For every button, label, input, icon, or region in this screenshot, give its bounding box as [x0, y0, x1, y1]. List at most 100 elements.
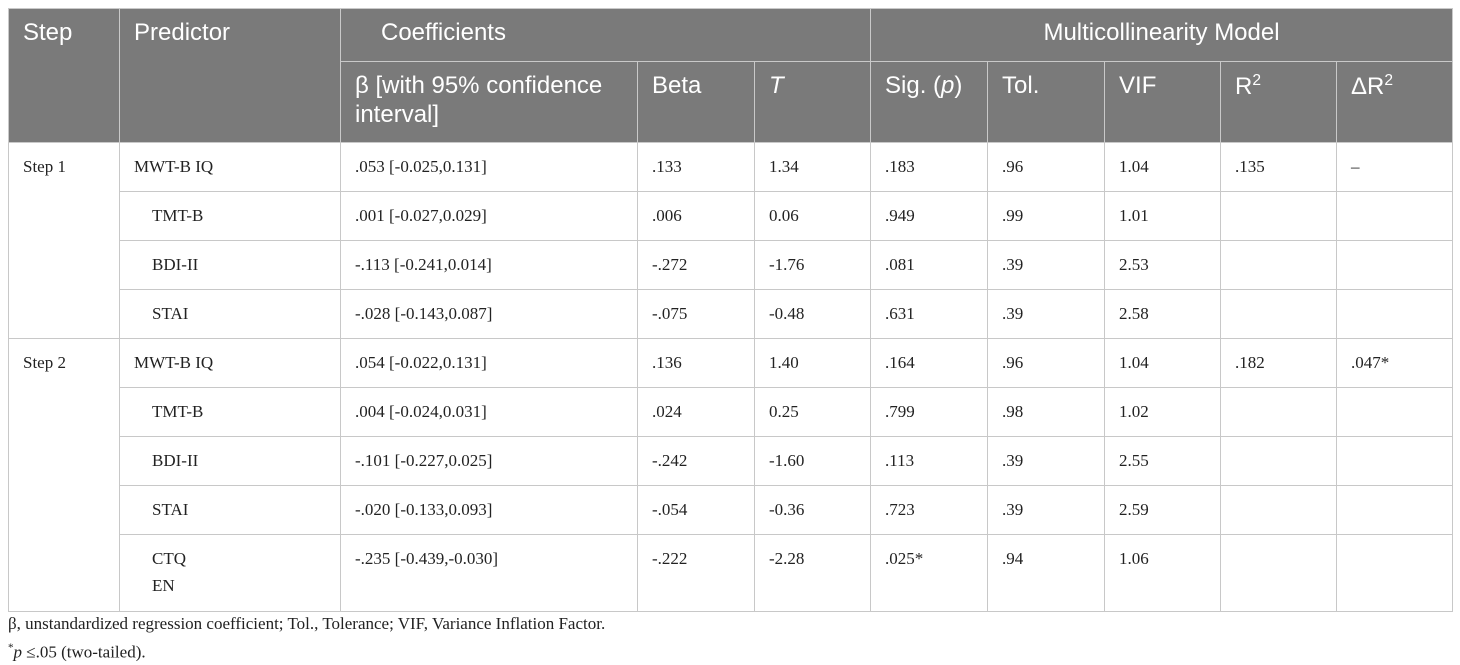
beta-cell: .136: [637, 338, 755, 388]
header-predictor: Predictor: [119, 8, 341, 143]
vif-cell: 2.53: [1104, 240, 1222, 290]
tol-cell: .39: [987, 436, 1106, 486]
p-cell: .113: [870, 436, 989, 486]
t-cell: 0.06: [753, 191, 872, 241]
t-cell: 0.25: [753, 387, 872, 437]
header-vif: VIF: [1104, 61, 1222, 143]
table-row: Step 2 MWT-B IQ .054 [-0.022,0.131] .136…: [8, 338, 1454, 612]
header-t: T: [753, 61, 872, 143]
header-r2: R2: [1220, 61, 1338, 143]
b-ci-cell: -.020 [-0.133,0.093]: [340, 485, 638, 535]
b-ci-cell: -.235 [-0.439,-0.030]: [340, 534, 638, 612]
delta-r2-cell: [1336, 436, 1454, 486]
vif-cell: 1.02: [1104, 387, 1222, 437]
t-cell: 1.40: [753, 338, 872, 388]
b-ci-cell: -.113 [-0.241,0.014]: [340, 240, 638, 290]
r2-cell: .182: [1220, 338, 1338, 388]
header-sig: Sig. (p): [870, 61, 989, 143]
table-row: BDI-II -.113 [-0.241,0.014] -.272 -1.76 …: [9, 240, 1454, 290]
r2-cell: [1220, 534, 1338, 612]
b-ci-cell: -.028 [-0.143,0.087]: [340, 289, 638, 339]
beta-cell: -.242: [637, 436, 755, 486]
t-cell: 1.34: [753, 142, 872, 192]
predictor-cell: STAI: [119, 485, 341, 535]
delta-r2-cell: [1336, 289, 1454, 339]
step-label: Step 1: [8, 142, 120, 339]
predictor-cell: STAI: [119, 289, 341, 339]
b-ci-cell: .004 [-0.024,0.031]: [340, 387, 638, 437]
r2-cell: [1220, 485, 1338, 535]
header-row-sub: β [with 95% confidence interval] Beta T …: [9, 61, 1454, 143]
table-row: STAI -.028 [-0.143,0.087] -.075 -0.48 .6…: [9, 289, 1454, 339]
tol-cell: .39: [987, 289, 1106, 339]
r2-cell: [1220, 191, 1338, 241]
predictor-cell: BDI-II: [119, 436, 341, 486]
beta-cell: -.075: [637, 289, 755, 339]
table-row: CTQ EN -.235 [-0.439,-0.030] -.222 -2.28…: [9, 534, 1454, 612]
delta-r2-cell: [1336, 534, 1454, 612]
vif-cell: 2.58: [1104, 289, 1222, 339]
predictor-cell: TMT-B: [119, 387, 341, 437]
tol-cell: .94: [987, 534, 1106, 612]
predictor-cell: MWT-B IQ: [119, 338, 341, 388]
r2-cell: [1220, 240, 1338, 290]
predictor-cell: CTQ EN: [119, 534, 341, 612]
delta-r2-cell: –: [1336, 142, 1454, 192]
r2-cell: [1220, 387, 1338, 437]
b-ci-cell: .001 [-0.027,0.029]: [340, 191, 638, 241]
header-multicollinearity-model: Multicollinearity Model: [870, 8, 1454, 62]
r2-cell: [1220, 436, 1338, 486]
header-beta-ci: β [with 95% confidence interval]: [340, 61, 638, 143]
table-row: BDI-II -.101 [-0.227,0.025] -.242 -1.60 …: [9, 436, 1454, 486]
delta-r2-cell: .047*: [1336, 338, 1454, 388]
table-row: Step 1 MWT-B IQ .053 [-0.025,0.131] .133…: [8, 142, 1454, 339]
header-coefficients: Coefficients: [339, 8, 872, 62]
vif-cell: 1.06: [1104, 534, 1222, 612]
vif-cell: 1.04: [1104, 338, 1222, 388]
header-beta: Beta: [637, 61, 755, 143]
beta-cell: .133: [637, 142, 755, 192]
delta-r2-cell: [1336, 191, 1454, 241]
step-label: Step 2: [8, 338, 120, 612]
b-ci-cell: .054 [-0.022,0.131]: [340, 338, 638, 388]
p-cell: .631: [870, 289, 989, 339]
footnote-significance: *p ≤.05 (two-tailed).: [8, 642, 146, 662]
b-ci-cell: -.101 [-0.227,0.025]: [340, 436, 638, 486]
p-cell: .164: [870, 338, 989, 388]
p-cell: .723: [870, 485, 989, 535]
header-tol: Tol.: [987, 61, 1106, 143]
tol-cell: .39: [987, 240, 1106, 290]
footnote-abbreviations: β, unstandardized regression coefficient…: [8, 614, 606, 633]
r2-cell: [1220, 289, 1338, 339]
vif-cell: 2.55: [1104, 436, 1222, 486]
predictor-cell: BDI-II: [119, 240, 341, 290]
predictor-line-1: CTQ: [152, 549, 186, 568]
beta-cell: .024: [637, 387, 755, 437]
beta-cell: -.054: [637, 485, 755, 535]
table-row: TMT-B .001 [-0.027,0.029] .006 0.06 .949…: [9, 191, 1454, 241]
t-cell: -0.48: [753, 289, 872, 339]
tol-cell: .96: [987, 142, 1106, 192]
table-row: TMT-B .004 [-0.024,0.031] .024 0.25 .799…: [9, 387, 1454, 437]
predictor-cell: MWT-B IQ: [119, 142, 341, 192]
tol-cell: .99: [987, 191, 1106, 241]
t-cell: -0.36: [753, 485, 872, 535]
regression-table: Step Predictor Coefficients Multicolline…: [8, 8, 1454, 612]
delta-r2-cell: [1336, 240, 1454, 290]
b-ci-cell: .053 [-0.025,0.131]: [340, 142, 638, 192]
delta-r2-cell: [1336, 387, 1454, 437]
beta-cell: -.222: [637, 534, 755, 612]
tol-cell: .96: [987, 338, 1106, 388]
predictor-line-2: EN: [152, 576, 175, 596]
p-cell: .949: [870, 191, 989, 241]
header-delta-r2: ΔR2: [1336, 61, 1454, 143]
predictor-cell: TMT-B: [119, 191, 341, 241]
t-cell: -1.76: [753, 240, 872, 290]
header-step: Step: [8, 8, 120, 143]
beta-cell: .006: [637, 191, 755, 241]
r2-cell: .135: [1220, 142, 1338, 192]
p-cell: .025*: [870, 534, 989, 612]
beta-cell: -.272: [637, 240, 755, 290]
p-cell: .081: [870, 240, 989, 290]
table-row: STAI -.020 [-0.133,0.093] -.054 -0.36 .7…: [9, 485, 1454, 535]
